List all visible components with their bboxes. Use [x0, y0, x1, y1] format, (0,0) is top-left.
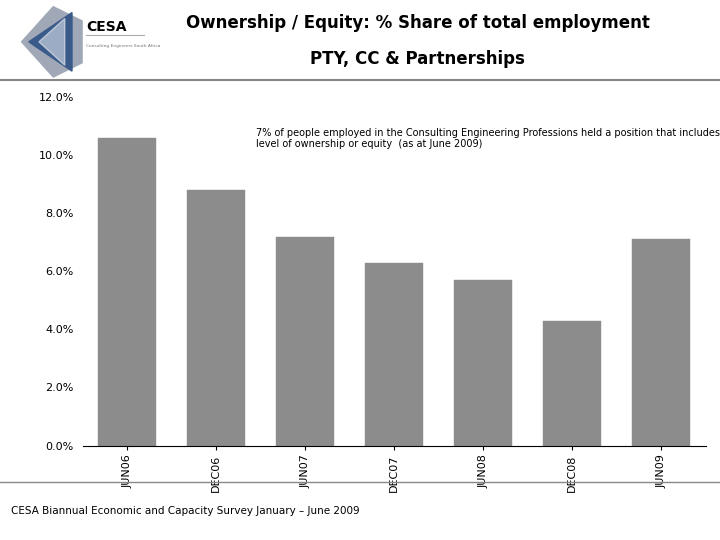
Text: Ownership / Equity: % Share of total employment: Ownership / Equity: % Share of total emp… — [186, 15, 649, 32]
Bar — [99, 138, 156, 445]
Text: 7% of people employed in the Consulting Engineering Professions held a position : 7% of people employed in the Consulting … — [256, 127, 720, 149]
Text: CESA: CESA — [86, 20, 127, 34]
Polygon shape — [29, 12, 72, 71]
Bar — [276, 237, 334, 446]
Text: PTY, CC & Partnerships: PTY, CC & Partnerships — [310, 50, 525, 68]
Text: CESA Biannual Economic and Capacity Survey January – June 2009: CESA Biannual Economic and Capacity Surv… — [11, 506, 359, 516]
Bar — [365, 262, 423, 446]
Polygon shape — [39, 18, 65, 65]
Text: Consulting Engineers South Africa: Consulting Engineers South Africa — [86, 44, 161, 48]
Bar — [454, 280, 512, 446]
Bar — [543, 321, 601, 446]
Bar — [187, 190, 246, 446]
Bar — [632, 239, 690, 446]
Polygon shape — [22, 6, 82, 77]
